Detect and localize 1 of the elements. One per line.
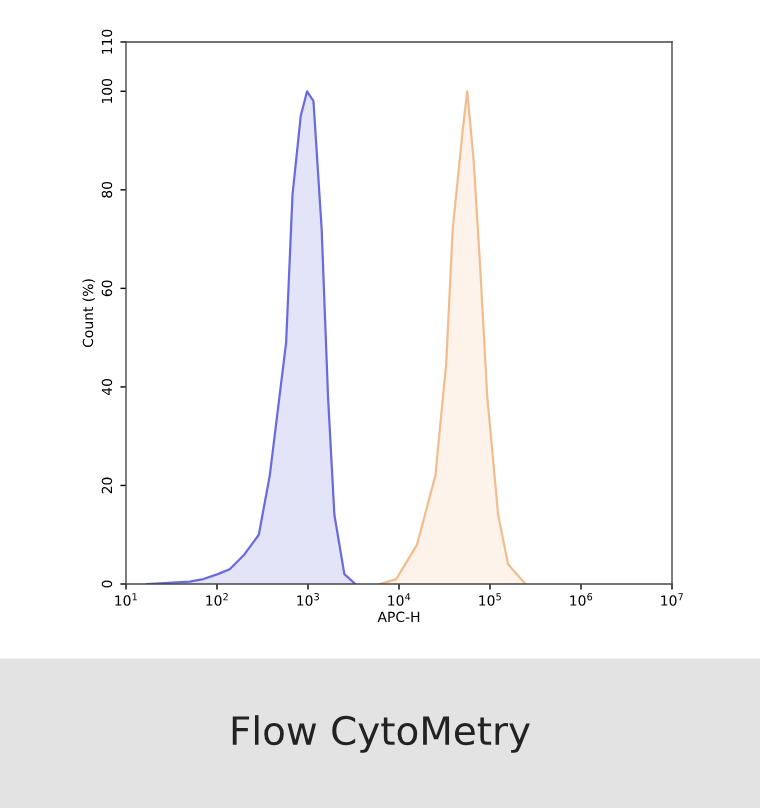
text: Flow CytoMetry [232, 715, 530, 753]
